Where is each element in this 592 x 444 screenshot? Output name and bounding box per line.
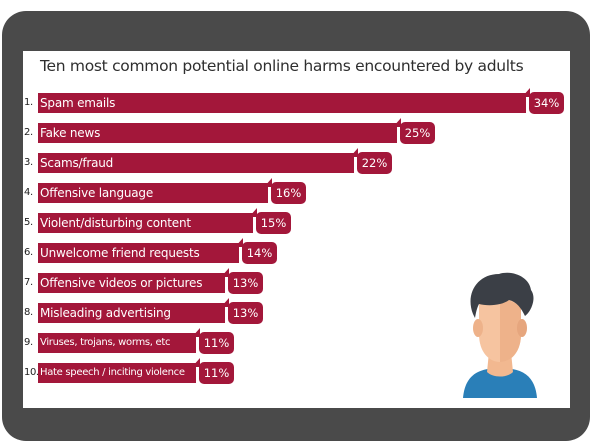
value-label: 22% xyxy=(350,148,392,174)
value-label: 16% xyxy=(264,178,306,204)
value-label: 11% xyxy=(192,358,234,384)
category-label: Viruses, trojans, worms, etc xyxy=(40,337,171,348)
rank-label: 1. xyxy=(24,97,33,108)
value-label: 25% xyxy=(393,118,435,144)
bar xyxy=(38,273,225,293)
category-label: Violent/disturbing content xyxy=(40,216,191,230)
category-label: Hate speech / inciting violence xyxy=(40,367,185,378)
rank-label: 2. xyxy=(24,127,33,138)
value-label: 14% xyxy=(235,238,277,264)
bar xyxy=(38,183,268,203)
rank-label: 3. xyxy=(24,157,33,168)
chart-title: Ten most common potential online harms e… xyxy=(40,57,524,75)
category-label: Offensive videos or pictures xyxy=(40,276,203,290)
rank-label: 7. xyxy=(24,277,33,288)
rank-label: 4. xyxy=(24,187,33,198)
rank-label: 8. xyxy=(24,307,33,318)
bar xyxy=(38,243,239,263)
value-label: 15% xyxy=(249,208,291,234)
bar xyxy=(38,153,354,173)
person-avatar-icon xyxy=(463,272,537,398)
category-label: Unwelcome friend requests xyxy=(40,246,200,260)
category-label: Scams/fraud xyxy=(40,156,114,170)
bar xyxy=(38,123,397,143)
bar xyxy=(38,213,253,233)
bar xyxy=(38,93,526,113)
value-label: 13% xyxy=(221,268,263,294)
category-label: Fake news xyxy=(40,126,101,140)
bar xyxy=(38,363,196,383)
bar xyxy=(38,333,196,353)
rank-label: 9. xyxy=(24,337,33,348)
category-label: Offensive language xyxy=(40,186,154,200)
value-label: 13% xyxy=(221,298,263,324)
rank-label: 10. xyxy=(24,367,39,378)
value-label: 34% xyxy=(522,88,564,114)
category-label: Misleading advertising xyxy=(40,306,171,320)
value-label: 11% xyxy=(192,328,234,354)
bar xyxy=(38,303,225,323)
rank-label: 6. xyxy=(24,247,33,258)
rank-label: 5. xyxy=(24,217,33,228)
category-label: Spam emails xyxy=(40,96,116,110)
